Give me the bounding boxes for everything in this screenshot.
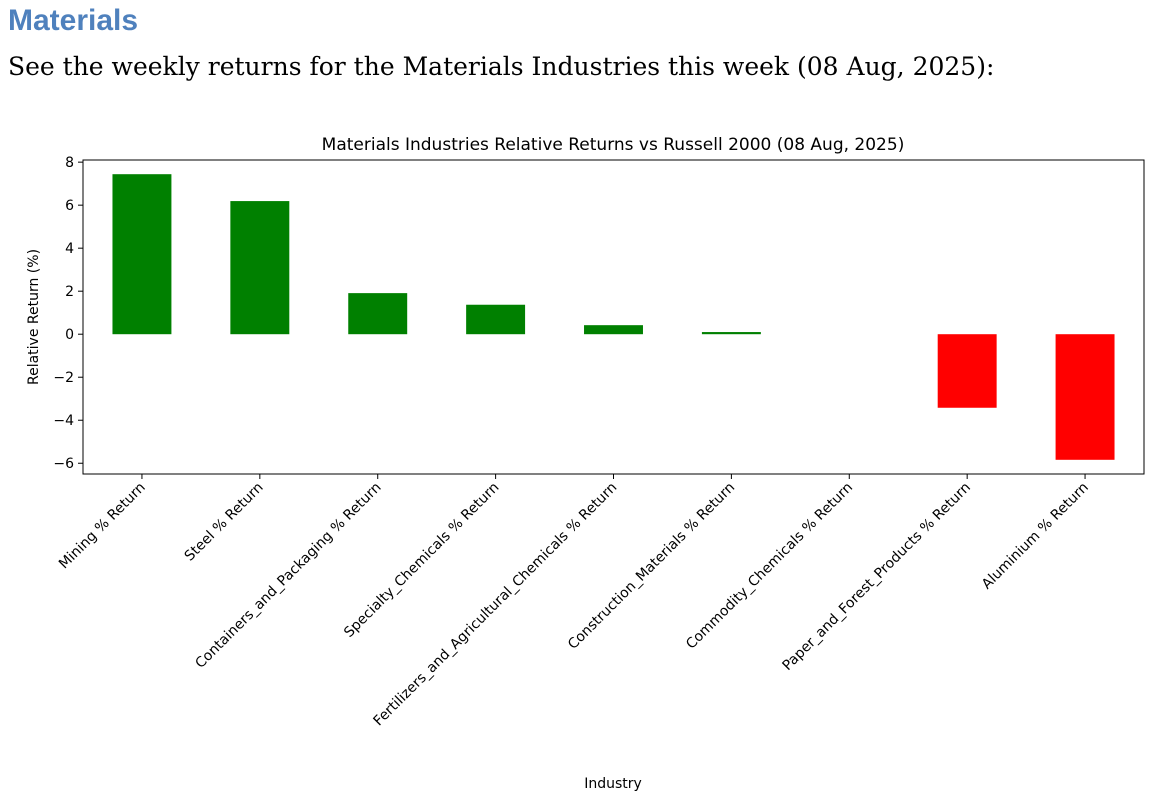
bar (1055, 334, 1115, 460)
bar (937, 334, 997, 408)
y-tick-label: 2 (65, 284, 74, 300)
y-tick-label: −2 (53, 370, 74, 386)
y-tick-label: 6 (65, 198, 74, 214)
section-heading: Materials (8, 4, 139, 37)
chart-title: Materials Industries Relative Returns vs… (322, 135, 905, 155)
x-tick-label: Mining % Return (56, 480, 149, 573)
bar (584, 325, 643, 335)
y-tick-label: −4 (53, 413, 74, 429)
y-tick-label: 4 (65, 241, 74, 257)
bar (701, 332, 761, 335)
x-tick-label: Paper_and_Forest_Products % Return (779, 480, 973, 674)
bar (348, 293, 408, 335)
x-tick-label: Containers_and_Packaging % Return (192, 480, 384, 672)
bar (466, 304, 526, 335)
x-tick-label: Fertilizers_and_Agricultural_Chemicals %… (371, 480, 621, 730)
x-axis-label: Industry (584, 776, 642, 792)
bar (112, 174, 172, 335)
y-tick-label: −6 (53, 456, 74, 472)
x-tick-label: Aluminium % Return (979, 480, 1092, 593)
y-axis-label: Relative Return (%) (26, 249, 42, 385)
x-tick-label: Steel % Return (182, 480, 267, 565)
intro-text: See the weekly returns for the Materials… (8, 52, 995, 81)
y-tick-label: 0 (65, 327, 74, 343)
y-tick-label: 8 (65, 155, 74, 171)
plot-frame (82, 159, 1145, 475)
bar (230, 201, 290, 335)
